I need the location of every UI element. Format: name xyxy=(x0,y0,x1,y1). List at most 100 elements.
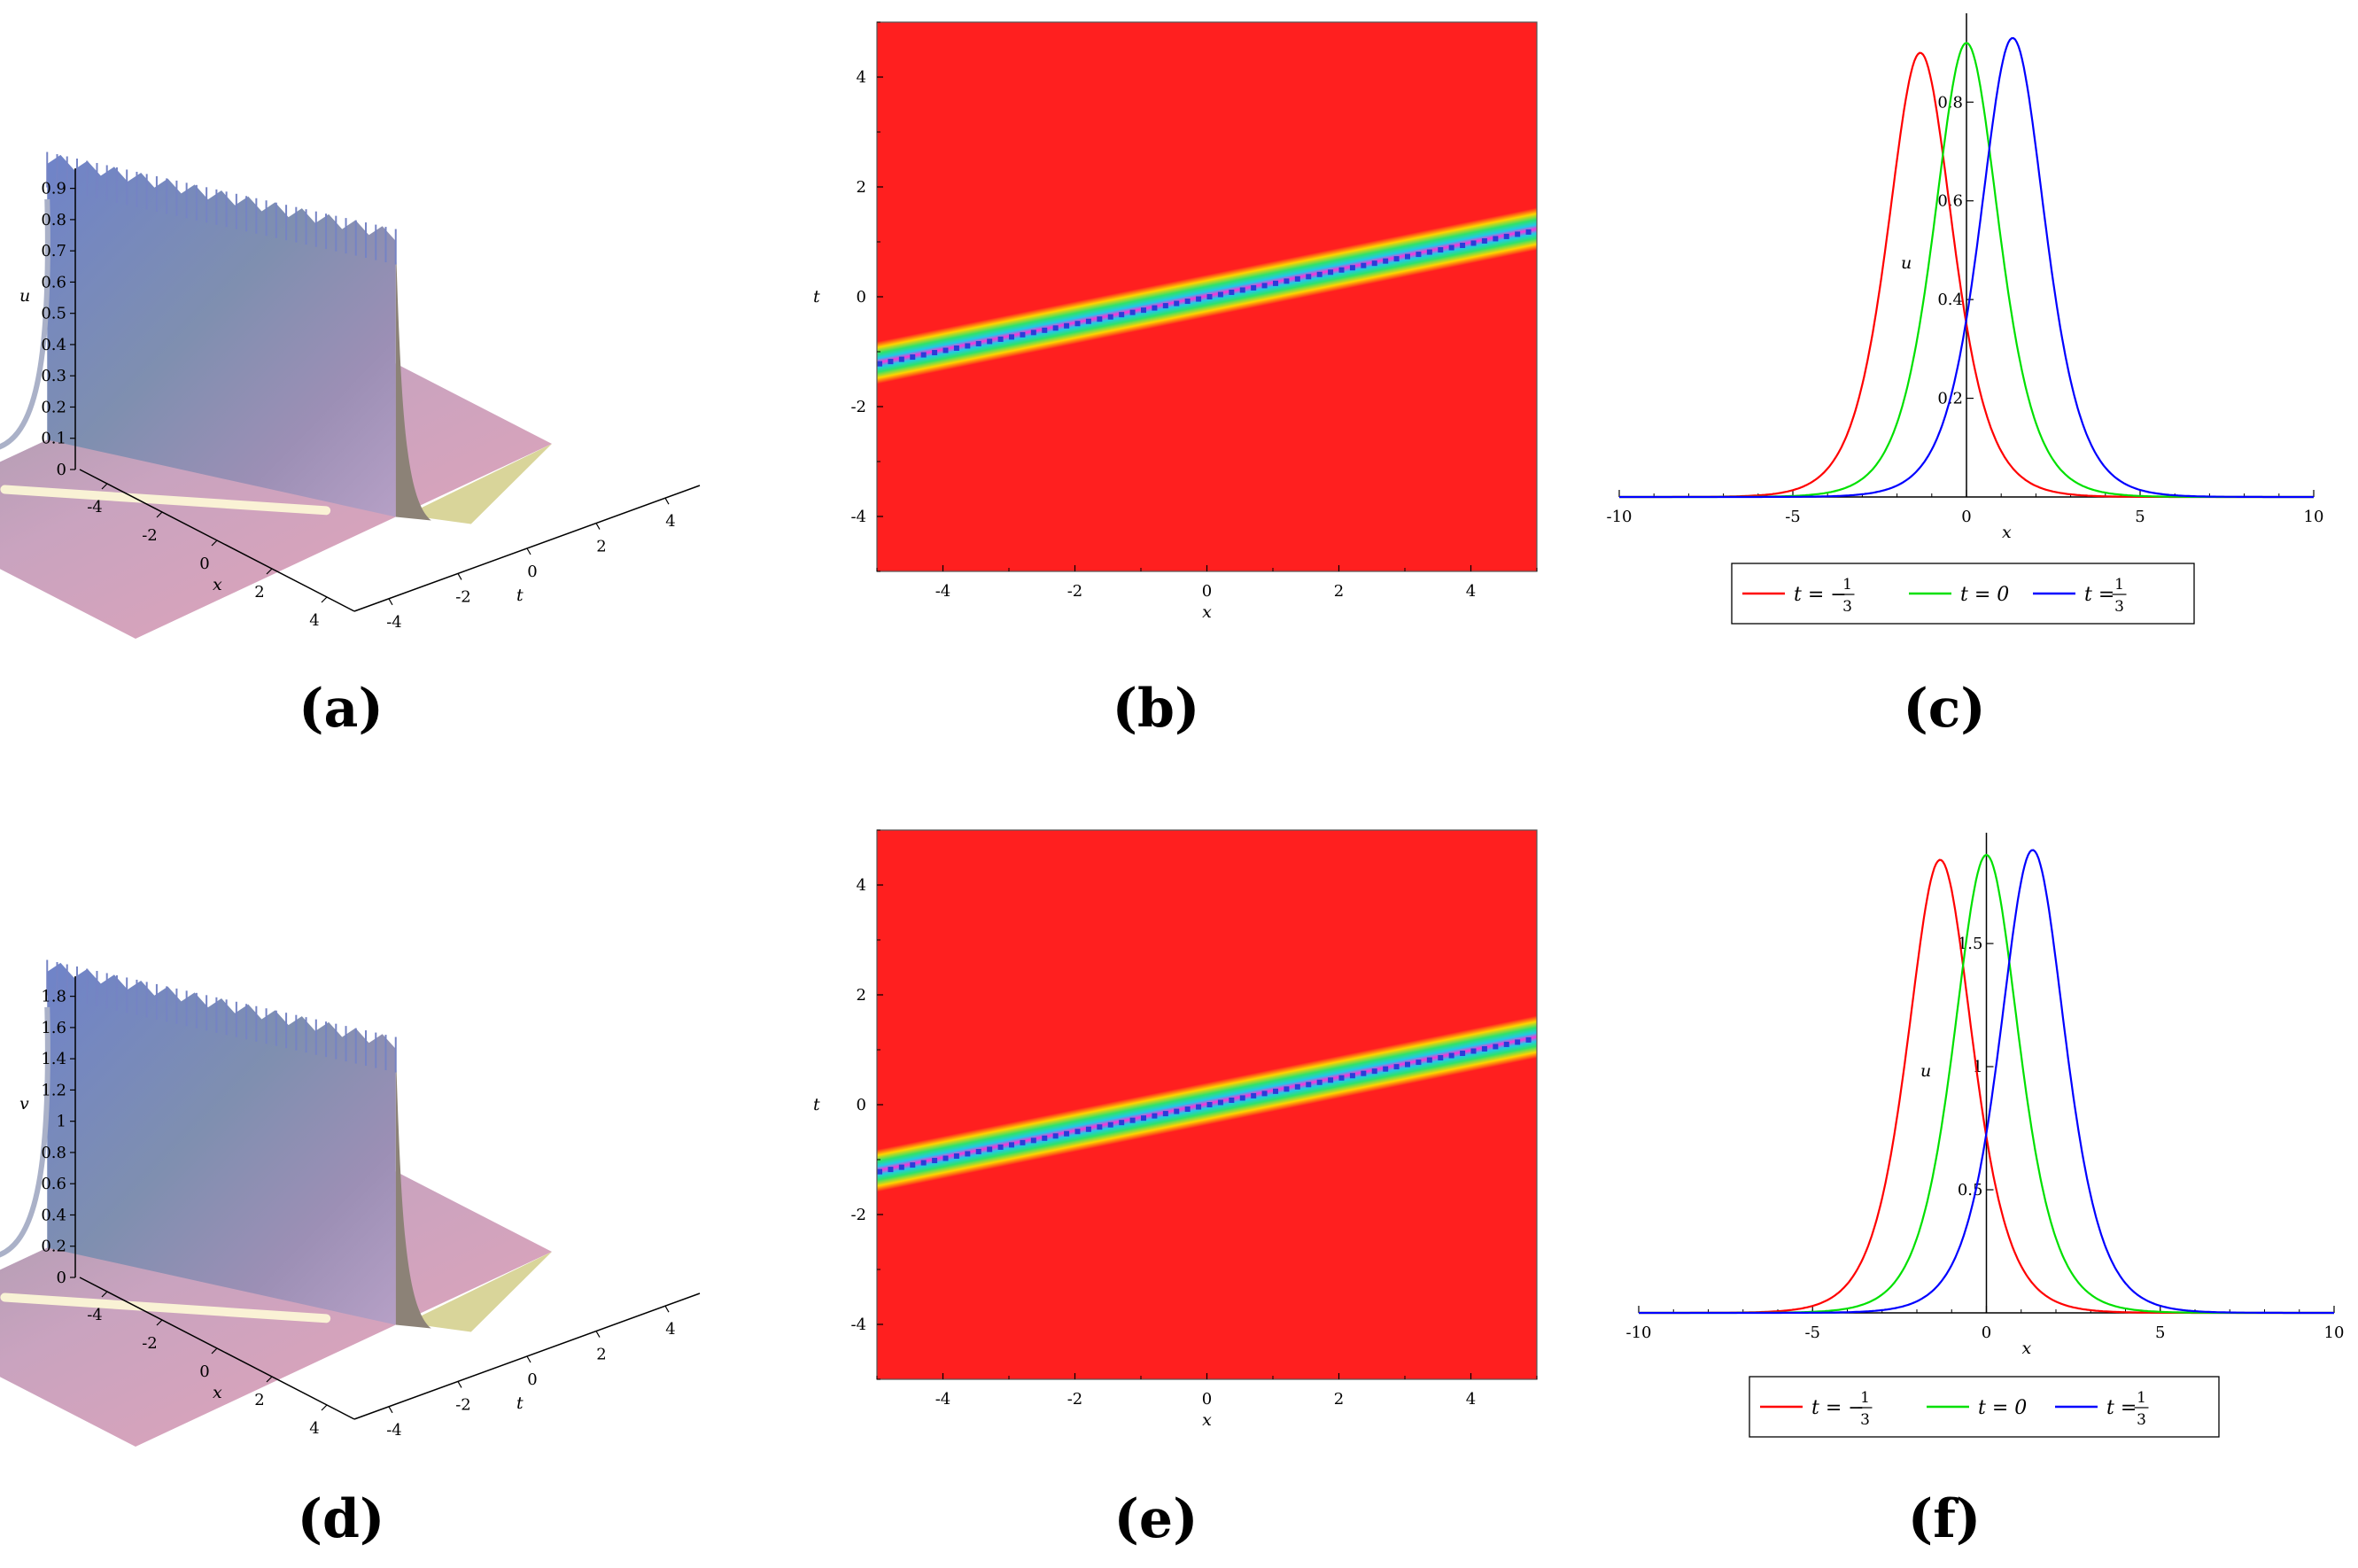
heatmap-band-cell xyxy=(1328,1077,1334,1083)
heatmap-band-cell xyxy=(1481,1045,1487,1052)
heatmap-band-cell xyxy=(1085,318,1091,324)
t-tick-label: 4 xyxy=(665,1320,675,1339)
heatmap-band-cell xyxy=(1206,1102,1213,1107)
series-line-2 xyxy=(1619,36,2314,499)
heatmap-band-cell xyxy=(1405,253,1410,260)
heatmap-band-cell xyxy=(910,1162,916,1168)
t-tick xyxy=(595,1331,601,1338)
x-tick-label: -10 xyxy=(1626,1323,1652,1342)
x-tick xyxy=(321,596,328,603)
x-tick-label: -4 xyxy=(935,582,951,601)
heatmap-band-cell xyxy=(1481,237,1487,244)
y-tick-label: -4 xyxy=(850,508,866,526)
t-tick xyxy=(664,497,670,505)
heatmap-band-cell xyxy=(1503,1041,1509,1047)
z-tick-label: 0.4 xyxy=(41,336,66,354)
x-axis-label: x xyxy=(1202,602,1212,622)
heatmap-band-cell xyxy=(1184,1106,1191,1113)
z-tick-label: 0.7 xyxy=(41,242,66,260)
heatmap-band-cell xyxy=(1229,289,1235,295)
z-tick-label: 1.6 xyxy=(41,1019,66,1037)
t-tick-label: 4 xyxy=(665,512,675,531)
t-tick xyxy=(457,1381,462,1388)
t-axis-label: t xyxy=(516,1393,524,1413)
panel-label-4: (e) xyxy=(1114,1488,1198,1550)
heatmap-band-cell xyxy=(1141,307,1146,314)
z-tick-label: 0.2 xyxy=(41,1238,66,1256)
heatmap-band-cell xyxy=(1042,1135,1048,1141)
heatmap-band-cell xyxy=(888,1167,894,1173)
heatmap-band-cell xyxy=(1052,1133,1059,1139)
x-tick-label: 4 xyxy=(1466,1390,1476,1409)
heatmap-band-cell xyxy=(932,350,938,356)
surface-back-slope xyxy=(406,444,552,524)
heatmap-band-cell xyxy=(1338,267,1345,273)
x-tick-label: 2 xyxy=(254,583,264,602)
surface-plot-0: 0 0.1 0.2 0.3 0.4 0.5 0.6 0.7 0.8 0.9 u -4 -2 0 2 4 x -4 -… xyxy=(0,151,701,639)
heatmap-band-cell xyxy=(1405,1061,1410,1067)
heatmap-band-cell xyxy=(1107,314,1113,320)
heatmap-band-cell xyxy=(942,347,949,353)
heatmap-band-cell xyxy=(997,336,1004,342)
y-tick-label: 0.4 xyxy=(1937,291,1963,309)
heatmap-band-cell xyxy=(877,1168,882,1175)
heatmap-band-cell xyxy=(1020,1139,1026,1145)
y-axis-label: u xyxy=(1901,253,1912,273)
heatmap-band-cell xyxy=(1371,1068,1377,1075)
x-tick-label: -4 xyxy=(87,1306,103,1324)
y-tick-label: 0.6 xyxy=(1937,192,1963,211)
heatmap-band-cell xyxy=(1284,278,1290,284)
x-tick-label: 0 xyxy=(199,555,209,573)
heatmap-band-cell xyxy=(1460,1051,1466,1057)
heatmap-band-cell xyxy=(1438,1055,1444,1061)
heatmap-band-cell xyxy=(1196,1104,1202,1110)
z-tick-label: 0.5 xyxy=(41,305,66,323)
x-tick-label: 2 xyxy=(1334,1390,1344,1409)
x-axis-label: x xyxy=(213,575,222,594)
x-tick-label: 4 xyxy=(309,1419,319,1438)
y-tick-label: 2 xyxy=(857,986,866,1005)
heatmap-band-cell xyxy=(1152,1113,1158,1119)
legend-label-2: t = xyxy=(2084,584,2114,606)
t-tick xyxy=(457,573,462,580)
y-tick-label: -2 xyxy=(850,1206,866,1224)
heatmap-1: -4 -2 0 2 4 -4 -2 0 2 4 x t xyxy=(813,21,1538,622)
x-tick-label: 0 xyxy=(1202,1390,1212,1409)
heatmap-band-cell xyxy=(1009,334,1014,340)
heatmap-band-cell xyxy=(1064,322,1070,329)
x-tick-label: 10 xyxy=(2304,508,2324,526)
heatmap-band-cell xyxy=(1217,1099,1223,1106)
heatmap-4: -4 -2 0 2 4 -4 -2 0 2 4 x t xyxy=(813,829,1538,1430)
x-axis-label: x xyxy=(2022,1339,2032,1358)
x-tick xyxy=(266,568,273,575)
x-tick xyxy=(156,511,163,518)
y-tick-label: 4 xyxy=(857,876,866,895)
heatmap-band-cell xyxy=(1097,1124,1103,1130)
x-tick xyxy=(156,1319,163,1326)
x-tick-label: 0 xyxy=(1961,508,1971,526)
x-tick-label: 0 xyxy=(1202,582,1212,601)
t-axis-label: t xyxy=(516,586,524,605)
heatmap-band-cell xyxy=(910,354,916,361)
z-tick-label: 1 xyxy=(57,1113,66,1131)
x-tick-label: -10 xyxy=(1607,508,1633,526)
heatmap-band-cell xyxy=(1438,247,1444,253)
heatmap-band-cell xyxy=(1426,1057,1432,1063)
heatmap-band-cell xyxy=(965,343,971,349)
heatmap-band-cell xyxy=(1361,1070,1367,1076)
z-tick-label: 1.8 xyxy=(41,988,66,1006)
heatmap-band-cell xyxy=(1470,240,1477,246)
heatmap-band-cell xyxy=(1306,274,1312,280)
heatmap-band-cell xyxy=(932,1158,938,1164)
t-tick-label: 0 xyxy=(527,563,537,581)
panel-label-3: (d) xyxy=(298,1488,385,1550)
x-tick-label: 4 xyxy=(309,611,319,630)
heatmap-band-cell xyxy=(1030,330,1036,336)
heatmap-band-cell xyxy=(898,1164,904,1170)
heatmap-band-cell xyxy=(1152,305,1158,311)
heatmap-band-cell xyxy=(997,1144,1004,1150)
surface-highlight xyxy=(0,1292,331,1323)
heatmap-band-cell xyxy=(920,352,927,358)
y-tick-label: 1 xyxy=(1973,1058,1982,1076)
